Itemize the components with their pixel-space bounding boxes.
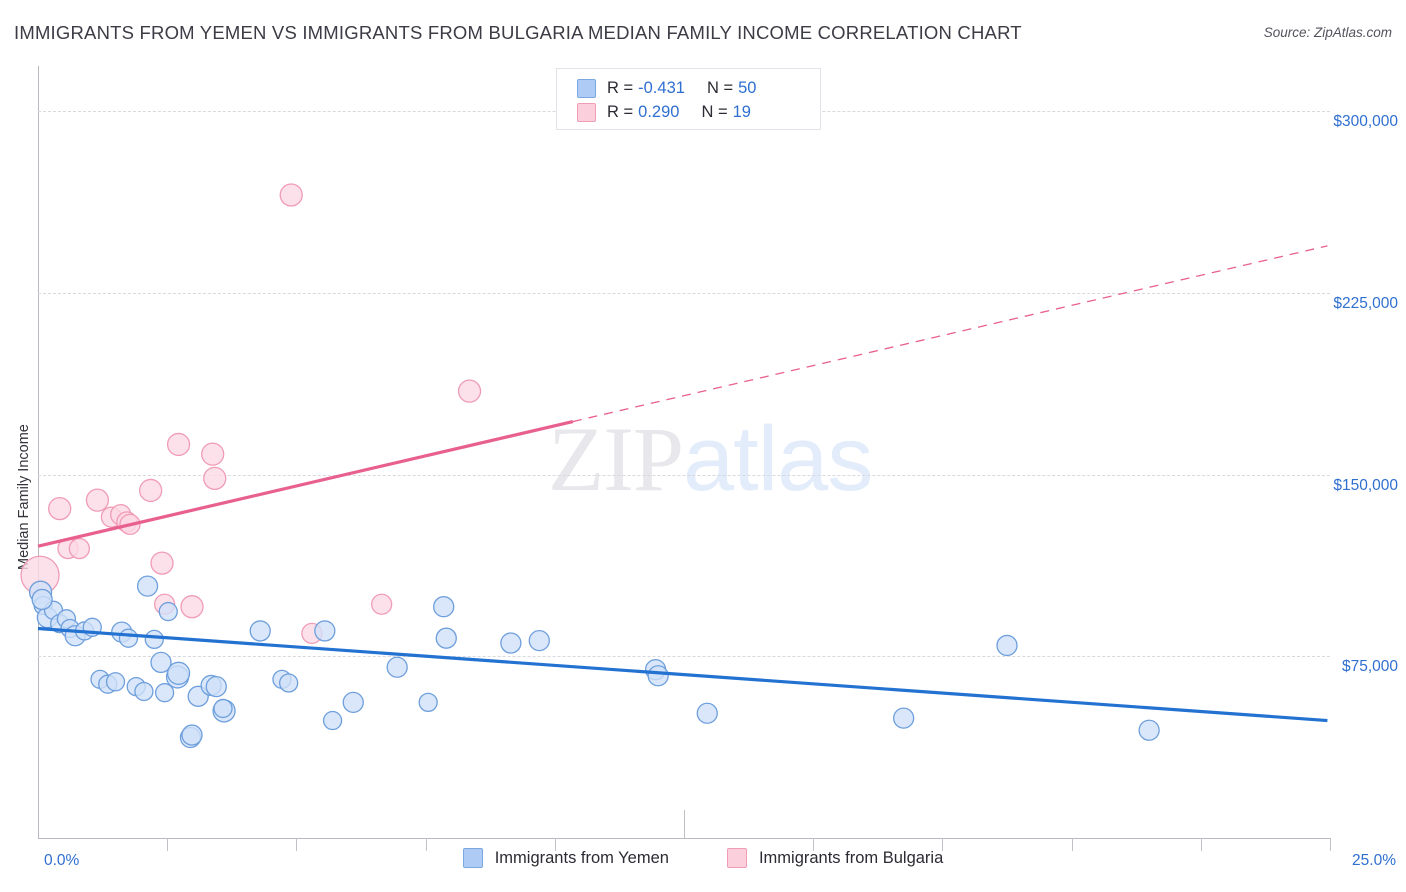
data-point-yemen bbox=[249, 620, 271, 642]
trendline-yemen bbox=[37, 626, 1328, 723]
stats-swatch-bulgaria bbox=[577, 102, 596, 122]
data-point-yemen bbox=[105, 672, 126, 692]
gridline bbox=[38, 656, 1330, 658]
data-point-bulgaria bbox=[203, 466, 227, 490]
stats-r-value-yemen: -0.431 bbox=[638, 78, 685, 97]
data-point-yemen bbox=[205, 675, 227, 698]
data-point-bulgaria bbox=[371, 593, 393, 615]
correlation-stats-box: R = -0.431 N = 50 R = 0.290 N = 19 bbox=[556, 68, 821, 130]
stats-r-label-bulgaria: R = bbox=[607, 102, 634, 121]
y-axis-line bbox=[38, 66, 39, 838]
data-point-yemen bbox=[150, 651, 172, 674]
data-point-bulgaria bbox=[457, 379, 482, 403]
legend-swatch-yemen bbox=[462, 848, 483, 868]
data-point-yemen bbox=[181, 724, 203, 746]
source-attribution: Source: ZipAtlas.com bbox=[1263, 25, 1392, 40]
data-point-yemen bbox=[647, 665, 669, 687]
data-point-yemen bbox=[322, 710, 343, 731]
x-axis-label-min: 0.0% bbox=[44, 852, 80, 869]
x-axis-tick bbox=[942, 838, 944, 851]
stats-r-value-bulgaria: 0.290 bbox=[638, 102, 680, 121]
y-axis-tick-label: $75,000 bbox=[1341, 658, 1398, 676]
y-axis-tick-label: $300,000 bbox=[1333, 113, 1398, 131]
series-legend: Immigrants from Yemen Immigrants from Bu… bbox=[0, 848, 1406, 868]
data-point-yemen bbox=[154, 683, 175, 703]
legend-swatch-bulgaria bbox=[726, 848, 747, 868]
x-axis-tick bbox=[425, 838, 427, 851]
data-point-yemen bbox=[433, 596, 455, 618]
page-title: IMMIGRANTS FROM YEMEN VS IMMIGRANTS FROM… bbox=[14, 22, 1022, 43]
data-point-bulgaria bbox=[166, 432, 191, 457]
data-point-yemen bbox=[892, 707, 915, 729]
stats-n-label-yemen: N = bbox=[706, 78, 734, 97]
data-point-yemen bbox=[435, 627, 457, 649]
stats-row-bulgaria: R = 0.290 N = 19 bbox=[577, 100, 820, 124]
stats-n-value-yemen: 50 bbox=[738, 78, 757, 97]
data-point-yemen bbox=[134, 681, 154, 702]
x-axis-label-max: 25.0% bbox=[1352, 852, 1396, 869]
data-point-bulgaria bbox=[68, 537, 90, 560]
x-axis-line bbox=[38, 838, 1330, 839]
data-point-bulgaria bbox=[201, 442, 225, 466]
x-axis-tick bbox=[1200, 838, 1202, 851]
legend-item-yemen[interactable]: Immigrants from Yemen bbox=[462, 848, 669, 868]
gridline bbox=[38, 474, 1330, 476]
x-axis-tick bbox=[1330, 838, 1331, 851]
data-point-yemen bbox=[418, 692, 438, 713]
stats-swatch-yemen bbox=[577, 78, 596, 98]
x-axis-tick bbox=[1071, 838, 1073, 851]
data-point-bulgaria bbox=[48, 496, 72, 521]
stats-r-label-yemen: R = bbox=[607, 78, 634, 97]
data-point-yemen bbox=[500, 632, 522, 654]
x-axis-tick bbox=[684, 810, 685, 838]
data-point-yemen bbox=[696, 702, 718, 724]
data-point-yemen bbox=[1138, 719, 1160, 741]
data-point-yemen bbox=[158, 601, 178, 622]
data-point-bulgaria bbox=[85, 488, 110, 512]
x-axis-tick bbox=[813, 838, 815, 851]
data-point-yemen bbox=[118, 628, 139, 648]
data-point-bulgaria bbox=[139, 478, 163, 503]
x-axis-tick bbox=[167, 838, 169, 851]
stats-n-label-bulgaria: N = bbox=[701, 102, 728, 121]
x-axis-tick bbox=[554, 838, 556, 851]
data-point-yemen bbox=[528, 629, 550, 652]
data-point-bulgaria bbox=[279, 183, 303, 207]
data-point-yemen bbox=[213, 698, 233, 719]
data-point-yemen bbox=[342, 691, 364, 714]
trendline-bulgaria-solid bbox=[37, 420, 574, 548]
data-point-yemen bbox=[314, 620, 336, 642]
trendline-bulgaria-projection bbox=[572, 245, 1328, 423]
data-point-yemen bbox=[136, 575, 159, 597]
data-point-yemen bbox=[31, 588, 53, 611]
data-point-yemen bbox=[996, 634, 1018, 657]
data-point-bulgaria bbox=[150, 551, 174, 575]
stats-n-value-bulgaria: 19 bbox=[732, 102, 751, 121]
stats-row-yemen: R = -0.431 N = 50 bbox=[577, 76, 820, 100]
legend-label-yemen: Immigrants from Yemen bbox=[494, 848, 669, 867]
data-point-bulgaria bbox=[180, 595, 204, 619]
y-axis-tick-label: $225,000 bbox=[1333, 295, 1398, 313]
x-axis-tick bbox=[296, 838, 298, 851]
data-point-yemen bbox=[386, 656, 408, 678]
data-point-yemen bbox=[166, 661, 191, 685]
data-point-yemen bbox=[144, 629, 164, 650]
legend-label-bulgaria: Immigrants from Bulgaria bbox=[758, 848, 944, 867]
legend-item-bulgaria[interactable]: Immigrants from Bulgaria bbox=[726, 848, 944, 868]
gridline bbox=[38, 293, 1330, 295]
data-point-yemen bbox=[278, 673, 299, 693]
y-axis-tick-label: $150,000 bbox=[1333, 476, 1398, 494]
